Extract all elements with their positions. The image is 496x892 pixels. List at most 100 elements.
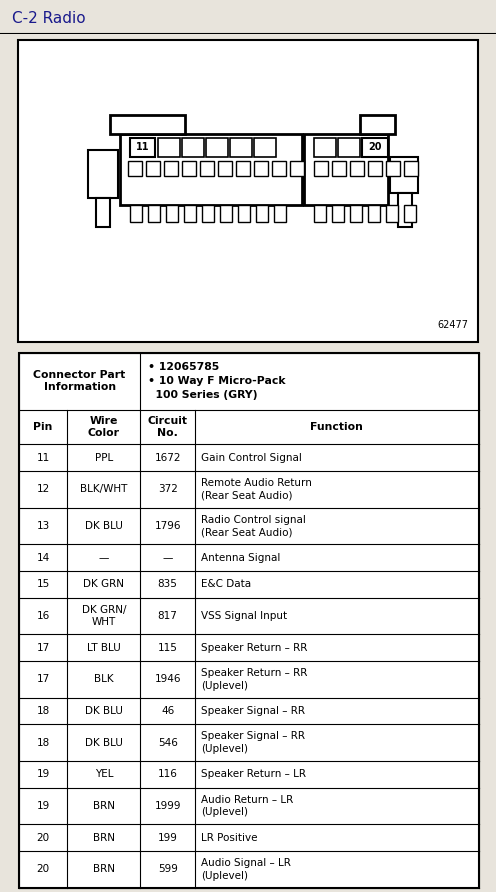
Text: 16: 16	[37, 611, 50, 621]
Bar	[236, 161, 250, 176]
Text: 14: 14	[37, 553, 50, 563]
Bar	[314, 137, 336, 157]
Bar	[202, 205, 214, 222]
Bar	[304, 134, 388, 205]
Text: DK GRN: DK GRN	[83, 579, 124, 590]
Text: DK GRN/
WHT: DK GRN/ WHT	[82, 605, 126, 627]
Bar	[130, 137, 155, 157]
Text: Gain Control Signal: Gain Control Signal	[201, 452, 302, 463]
Bar	[206, 137, 228, 157]
Bar	[390, 157, 418, 194]
Bar	[350, 161, 364, 176]
Bar	[254, 161, 268, 176]
Text: 546: 546	[158, 738, 178, 747]
Text: 12: 12	[37, 484, 50, 494]
Text: BRN: BRN	[93, 832, 115, 843]
Text: BRN: BRN	[93, 864, 115, 874]
Text: 18: 18	[37, 706, 50, 716]
Text: LT BLU: LT BLU	[87, 642, 121, 653]
Bar	[146, 161, 160, 176]
Text: 116: 116	[158, 769, 178, 780]
Bar	[130, 205, 142, 222]
Text: 19: 19	[37, 801, 50, 811]
Bar	[200, 161, 214, 176]
Text: 13: 13	[37, 521, 50, 531]
Bar	[332, 205, 344, 222]
Text: 17: 17	[37, 642, 50, 653]
Bar	[182, 137, 204, 157]
Bar	[88, 150, 118, 198]
Bar	[230, 137, 252, 157]
Text: Speaker Return – LR: Speaker Return – LR	[201, 769, 306, 780]
Bar	[148, 205, 160, 222]
Bar	[386, 161, 400, 176]
Text: Wire
Color: Wire Color	[88, 417, 120, 438]
Text: Remote Audio Return
(Rear Seat Audio): Remote Audio Return (Rear Seat Audio)	[201, 478, 312, 500]
Text: VSS Signal Input: VSS Signal Input	[201, 611, 287, 621]
Text: PPL: PPL	[95, 452, 113, 463]
Bar	[254, 137, 276, 157]
Bar	[166, 205, 178, 222]
Bar	[256, 205, 268, 222]
Bar	[360, 114, 395, 134]
Bar	[398, 194, 412, 227]
Bar	[404, 205, 416, 222]
Text: DK BLU: DK BLU	[85, 738, 123, 747]
Bar	[120, 134, 302, 205]
Bar	[404, 161, 418, 176]
Text: 115: 115	[158, 642, 178, 653]
Text: 15: 15	[37, 579, 50, 590]
Text: Antenna Signal: Antenna Signal	[201, 553, 280, 563]
Text: Audio Return – LR
(Uplevel): Audio Return – LR (Uplevel)	[201, 795, 293, 817]
Text: 19: 19	[37, 769, 50, 780]
Text: BLK/WHT: BLK/WHT	[80, 484, 127, 494]
Text: 18: 18	[37, 738, 50, 747]
Text: 20: 20	[37, 864, 50, 874]
Text: Radio Control signal
(Rear Seat Audio): Radio Control signal (Rear Seat Audio)	[201, 515, 306, 538]
Bar	[158, 137, 180, 157]
Text: 1796: 1796	[154, 521, 181, 531]
Text: 11: 11	[37, 452, 50, 463]
Text: DK BLU: DK BLU	[85, 521, 123, 531]
Bar	[272, 161, 286, 176]
Text: —: —	[99, 553, 109, 563]
Bar	[238, 205, 250, 222]
Text: 372: 372	[158, 484, 178, 494]
Text: • 12065785
• 10 Way F Micro-Pack
  100 Series (GRY): • 12065785 • 10 Way F Micro-Pack 100 Ser…	[148, 361, 285, 401]
Text: C-2 Radio: C-2 Radio	[12, 11, 86, 26]
Bar	[314, 205, 326, 222]
Text: YEL: YEL	[95, 769, 113, 780]
Text: —: —	[163, 553, 173, 563]
Text: E&C Data: E&C Data	[201, 579, 251, 590]
Text: Pin: Pin	[33, 422, 53, 432]
Text: 199: 199	[158, 832, 178, 843]
Bar	[332, 161, 346, 176]
Bar	[182, 161, 196, 176]
Text: DK BLU: DK BLU	[85, 706, 123, 716]
Bar	[386, 205, 398, 222]
Text: 599: 599	[158, 864, 178, 874]
Bar	[128, 161, 142, 176]
Bar	[338, 137, 360, 157]
Text: LR Positive: LR Positive	[201, 832, 257, 843]
Text: 1672: 1672	[154, 452, 181, 463]
Text: BLK: BLK	[94, 674, 114, 684]
Text: Function: Function	[310, 422, 363, 432]
Bar	[96, 198, 110, 227]
Bar	[362, 137, 388, 157]
Bar	[350, 205, 362, 222]
Text: 1946: 1946	[154, 674, 181, 684]
Bar	[220, 205, 232, 222]
Text: 835: 835	[158, 579, 178, 590]
Bar	[368, 205, 380, 222]
Bar	[164, 161, 178, 176]
Text: 20: 20	[368, 142, 382, 153]
Text: 817: 817	[158, 611, 178, 621]
Text: 46: 46	[161, 706, 174, 716]
Bar	[184, 205, 196, 222]
Bar	[368, 161, 382, 176]
Text: Circuit
No.: Circuit No.	[148, 417, 187, 438]
Text: 1999: 1999	[154, 801, 181, 811]
Bar	[110, 114, 185, 134]
Text: 17: 17	[37, 674, 50, 684]
